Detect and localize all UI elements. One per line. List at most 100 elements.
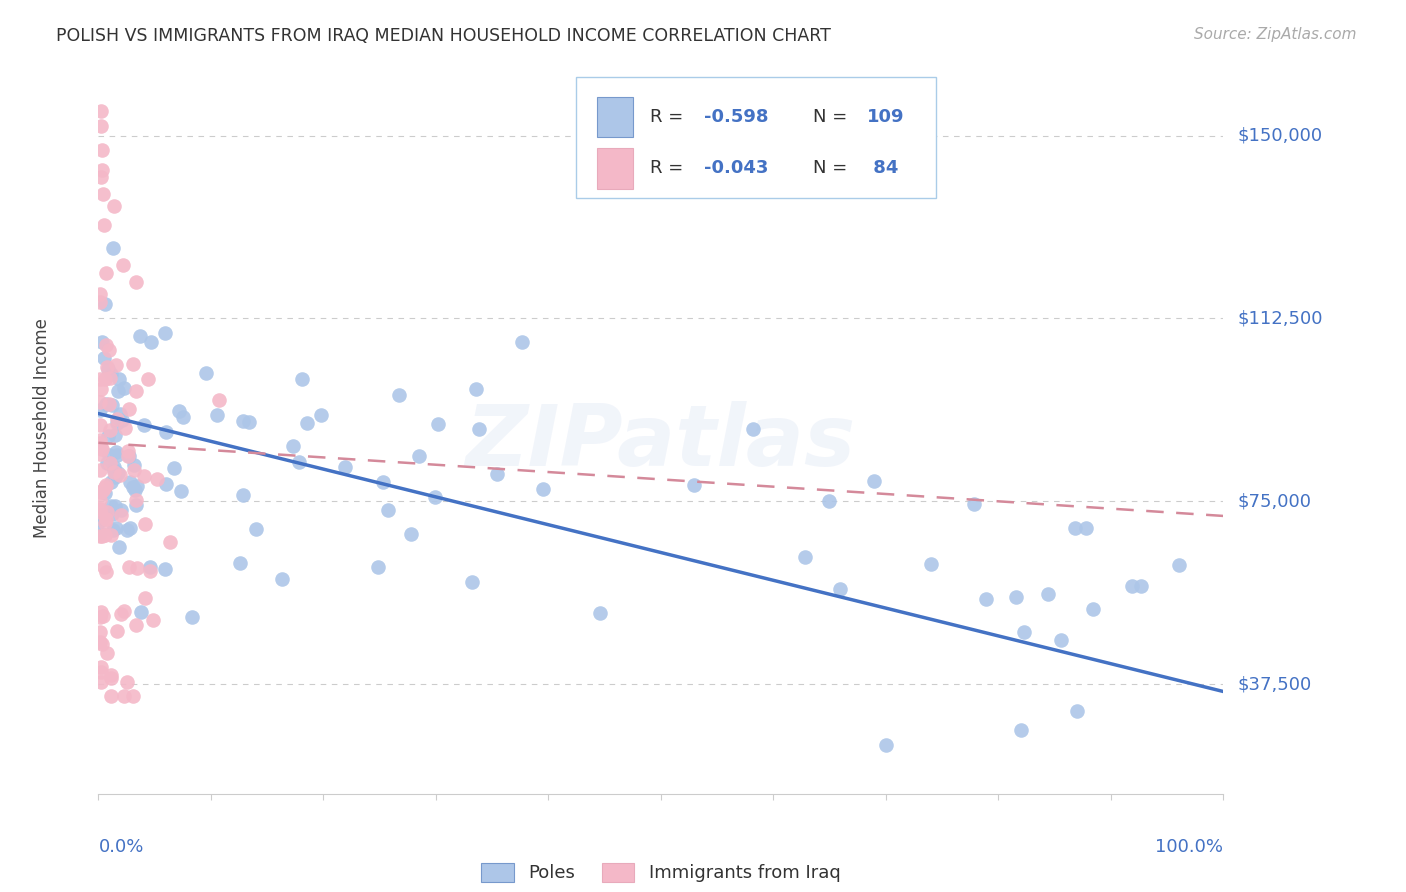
Point	[291, 372, 314, 386]
Point	[90, 169, 112, 184]
Point	[100, 690, 122, 704]
Point	[134, 591, 156, 605]
Point	[153, 326, 176, 340]
Point	[104, 470, 127, 484]
Point	[111, 413, 134, 427]
Point	[465, 382, 488, 396]
Point	[103, 460, 125, 475]
Point	[94, 565, 117, 579]
Point	[90, 605, 112, 619]
Point	[90, 660, 112, 674]
Point	[134, 516, 156, 531]
Point	[589, 606, 612, 620]
Point	[98, 343, 121, 357]
Point	[110, 502, 132, 516]
Point	[367, 560, 389, 574]
Bar	[596, 97, 633, 137]
Point	[89, 610, 111, 624]
Point	[335, 460, 357, 475]
Point	[96, 505, 118, 519]
Point	[101, 398, 124, 412]
Point	[90, 441, 112, 455]
Point	[155, 562, 177, 576]
Point	[94, 516, 117, 530]
Point	[104, 428, 127, 442]
Point	[108, 407, 131, 421]
Point	[129, 605, 152, 619]
Point	[112, 604, 135, 618]
Point	[828, 582, 851, 596]
Point	[105, 412, 128, 426]
Bar	[596, 148, 633, 188]
Point	[486, 467, 509, 481]
Point	[124, 483, 146, 497]
Point	[125, 275, 148, 289]
Point	[423, 491, 446, 505]
Point	[121, 480, 143, 494]
Point	[98, 396, 121, 410]
Point	[132, 468, 155, 483]
Point	[117, 449, 139, 463]
Point	[1129, 579, 1152, 593]
Point	[97, 429, 120, 443]
Point	[94, 397, 117, 411]
Point	[100, 507, 122, 521]
Point	[388, 387, 411, 401]
Point	[105, 445, 128, 459]
Point	[89, 634, 111, 648]
Point	[793, 550, 815, 565]
Point	[115, 524, 138, 538]
Point	[510, 335, 533, 350]
Point	[114, 421, 136, 435]
Point	[117, 559, 139, 574]
Point	[683, 478, 706, 492]
Point	[283, 439, 305, 453]
Point	[270, 572, 292, 586]
Point	[100, 671, 122, 685]
Point	[125, 493, 148, 508]
Point	[98, 448, 121, 462]
Point	[145, 472, 167, 486]
Point	[208, 392, 231, 407]
Point	[180, 609, 202, 624]
Text: N =: N =	[813, 108, 852, 127]
Point	[100, 475, 122, 490]
Point	[90, 162, 112, 177]
Point	[91, 483, 114, 498]
Point	[96, 456, 118, 470]
Point	[108, 540, 131, 554]
Point	[920, 558, 942, 572]
Point	[91, 442, 114, 457]
Point	[170, 484, 193, 499]
Point	[89, 501, 111, 516]
Point	[90, 382, 112, 396]
Point	[111, 259, 134, 273]
Point	[89, 625, 111, 640]
Point	[1050, 632, 1073, 647]
Point	[138, 559, 160, 574]
Point	[104, 521, 127, 535]
Point	[91, 187, 114, 202]
Text: $75,000: $75,000	[1237, 492, 1312, 510]
Point	[105, 448, 128, 462]
Text: R =: R =	[650, 160, 689, 178]
Point	[108, 372, 131, 386]
Point	[117, 444, 139, 458]
Point	[93, 560, 115, 574]
Point	[89, 513, 111, 527]
Point	[89, 528, 111, 542]
Point	[229, 556, 252, 570]
Point	[122, 458, 145, 473]
Point	[96, 359, 118, 374]
Point	[110, 607, 132, 621]
Point	[371, 475, 394, 490]
Point	[468, 422, 491, 436]
Point	[94, 477, 117, 491]
Point	[194, 366, 217, 380]
Text: POLISH VS IMMIGRANTS FROM IRAQ MEDIAN HOUSEHOLD INCOME CORRELATION CHART: POLISH VS IMMIGRANTS FROM IRAQ MEDIAN HO…	[56, 27, 831, 45]
Point	[90, 119, 112, 133]
Point	[399, 527, 422, 541]
Point	[124, 384, 146, 398]
Point	[103, 465, 125, 479]
Point	[103, 199, 125, 213]
